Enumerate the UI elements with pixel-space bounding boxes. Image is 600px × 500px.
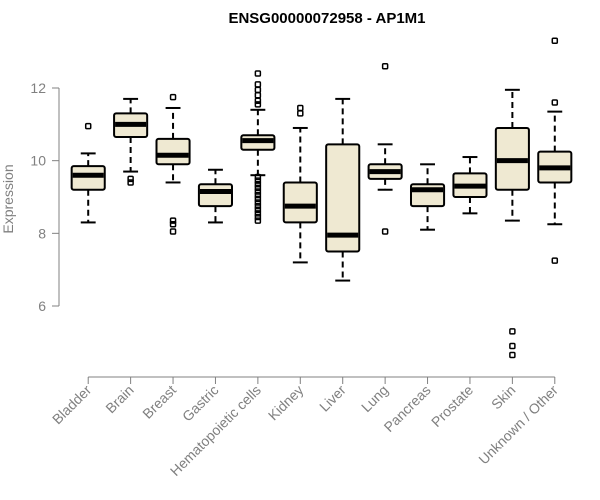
box-iqr <box>70 165 106 191</box>
outlier-point <box>254 184 262 192</box>
box-liver <box>325 97 361 282</box>
outlier-point <box>254 217 262 224</box>
y-tick-label: 10 <box>30 153 46 169</box>
x-category-label: Skin <box>488 382 519 413</box>
outlier-point <box>509 342 516 350</box>
outlier-point <box>254 199 262 206</box>
outlier-point <box>127 179 134 186</box>
y-axis-label: Expression <box>0 164 16 233</box>
outlier-point <box>254 213 262 221</box>
x-category-label: Unknown / Other <box>475 382 561 468</box>
box-prostate <box>452 156 488 215</box>
outlier-point <box>254 101 262 108</box>
outlier-point <box>254 81 262 88</box>
y-tick-label: 8 <box>38 225 46 241</box>
outlier-point <box>84 122 92 130</box>
outlier-point <box>169 93 177 101</box>
x-category-label: Brain <box>102 382 136 416</box>
box-iqr <box>155 137 191 166</box>
boxes-group <box>70 37 573 359</box>
box-unknown-other <box>537 37 573 264</box>
outlier-point <box>169 221 177 228</box>
outlier-point <box>254 181 262 188</box>
outlier-point <box>254 195 262 203</box>
outlier-point <box>551 257 559 264</box>
outlier-point <box>254 191 262 199</box>
box-gastric <box>197 168 234 224</box>
y-axis: 6 8 10 12 <box>30 80 60 314</box>
outlier-point <box>509 351 516 359</box>
chart-title: ENSG00000072958 - AP1M1 <box>228 10 425 27</box>
outlier-point <box>169 228 177 235</box>
outlier-point <box>254 177 262 184</box>
y-tick-label: 12 <box>30 80 46 96</box>
outlier-point <box>297 104 304 112</box>
outlier-point <box>509 328 516 335</box>
box-lung <box>367 62 403 235</box>
box-kidney <box>282 104 318 264</box>
outlier-point <box>551 99 559 106</box>
outlier-point <box>381 228 389 235</box>
outlier-point <box>254 188 262 195</box>
outlier-point <box>254 97 262 104</box>
box-hematopoietic-cells <box>240 70 276 224</box>
outlier-point <box>381 62 389 70</box>
outlier-point <box>254 206 262 213</box>
box-iqr <box>197 183 234 208</box>
outlier-point <box>297 110 304 117</box>
box-breast <box>155 93 191 235</box>
outlier-point <box>254 86 262 94</box>
y-tick-label: 6 <box>38 298 46 314</box>
box-brain <box>113 97 149 186</box>
outlier-point <box>254 70 262 77</box>
x-category-label: Liver <box>316 382 349 415</box>
x-category-label: Prostate <box>428 382 476 430</box>
outlier-point <box>169 217 177 224</box>
x-category-label: Bladder <box>49 382 95 428</box>
x-category-label: Pancreas <box>381 382 434 435</box>
outlier-point <box>254 202 262 210</box>
outlier-point <box>551 37 559 45</box>
outlier-point <box>254 210 262 217</box>
box-iqr <box>282 181 318 224</box>
outlier-point <box>254 92 262 99</box>
box-bladder <box>70 122 106 224</box>
box-pancreas <box>409 163 446 231</box>
box-skin <box>494 88 530 359</box>
outlier-point <box>254 173 262 181</box>
outlier-point <box>127 175 134 183</box>
x-category-label: Kidney <box>265 382 307 424</box>
x-category-label: Breast <box>139 382 179 422</box>
x-category-label: Lung <box>358 382 391 415</box>
box-iqr <box>325 143 361 253</box>
